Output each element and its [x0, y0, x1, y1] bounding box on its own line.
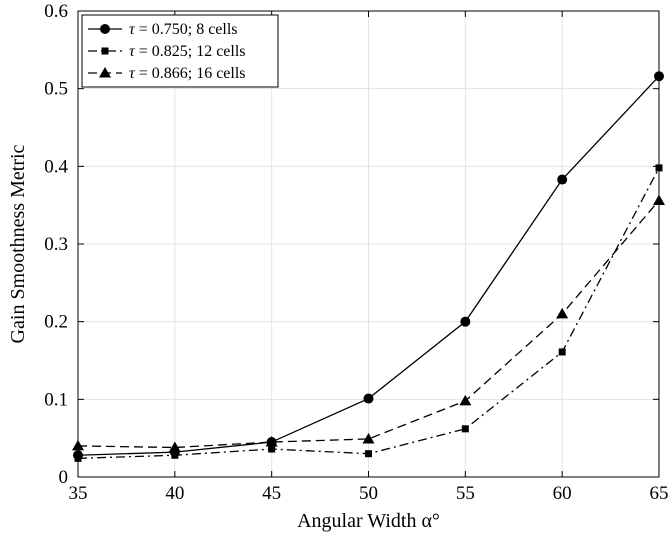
data-point: [459, 394, 472, 406]
data-point: [171, 451, 179, 459]
legend-label: τ = 0.750; 8 cells: [129, 21, 238, 38]
x-tick-label: 40: [165, 483, 184, 504]
x-axis-ticks: 35 40 45 50 55 60 65: [69, 11, 669, 504]
legend-label: τ = 0.825; 12 cells: [129, 43, 246, 60]
x-tick-label: 50: [359, 483, 378, 504]
y-axis-label: Gain Smoothness Metric: [7, 144, 29, 343]
x-tick-label: 55: [456, 483, 475, 504]
legend-label-symbol: τ: [129, 65, 136, 82]
y-tick-label: 0.3: [44, 234, 68, 255]
legend-marker: [100, 24, 110, 34]
data-point: [365, 450, 372, 458]
legend-entry: τ = 0.866; 16 cells: [88, 65, 246, 82]
y-tick-label: 0.1: [44, 389, 68, 410]
data-point: [362, 432, 375, 444]
data-point: [558, 348, 566, 356]
plot-frame: [77, 10, 660, 478]
legend-entry: τ = 0.825; 12 cells: [88, 43, 246, 60]
legend-marker: [99, 67, 111, 78]
x-tick-label: 35: [69, 483, 88, 504]
data-point: [265, 436, 278, 447]
data-point: [168, 441, 181, 452]
legend-label-symbol: τ: [129, 43, 136, 60]
data-point: [556, 307, 569, 319]
legend-label-symbol: τ: [129, 21, 136, 38]
legend-label-text: = 0.866; 16 cells: [135, 65, 246, 82]
x-tick-label: 65: [650, 483, 669, 504]
data-point: [363, 393, 374, 404]
data-point: [461, 425, 469, 433]
data-point: [460, 316, 471, 327]
legend-entry: τ = 0.750; 8 cells: [88, 21, 238, 38]
x-tick-label: 60: [553, 483, 572, 504]
y-tick-label: 0.6: [44, 1, 68, 22]
y-tick-label: 0: [59, 467, 69, 488]
y-tick-label: 0.5: [44, 79, 68, 100]
y-tick-label: 0.2: [44, 312, 68, 333]
x-tick-label: 45: [262, 483, 281, 504]
legend-label-text: = 0.750; 8 cells: [135, 21, 238, 38]
legend-label: τ = 0.866; 16 cells: [129, 65, 246, 82]
y-tick-label: 0.4: [44, 156, 68, 177]
data-point: [557, 174, 568, 185]
x-axis-label: Angular Width α°: [297, 510, 440, 532]
x-axis-label-text: Angular Width α°: [297, 510, 440, 532]
series-3: [72, 194, 665, 452]
legend-label-text: = 0.825; 12 cells: [135, 43, 246, 60]
legend-marker: [101, 47, 109, 55]
data-point: [268, 445, 276, 453]
y-axis-ticks: 0 0.1 0.2 0.3 0.4 0.5 0.6: [44, 1, 659, 488]
series-layer: [72, 71, 665, 462]
